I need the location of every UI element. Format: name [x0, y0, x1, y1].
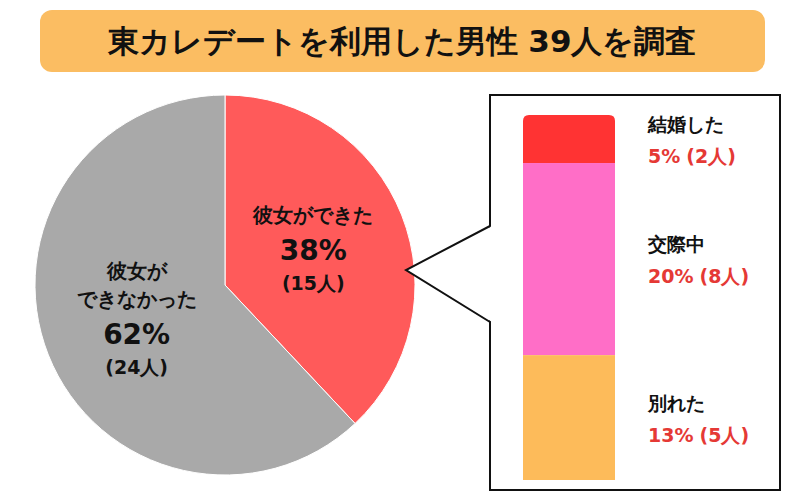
page: {"title": "東カレデートを利用した男性 39人を調査", "chart…: [0, 0, 800, 500]
pie-value-label: 38%: [280, 234, 347, 267]
pie-category-line: 彼女ができた: [252, 203, 373, 227]
pie-label: 彼女ができた 38% (15人): [252, 203, 373, 294]
bar-segment: [523, 115, 615, 163]
bar-count-label: (8人): [699, 265, 749, 287]
bar-segment: [523, 163, 615, 355]
pie-category-line: できなかった: [77, 287, 197, 311]
callout-pointer: [406, 226, 490, 322]
pie-count-label: (15人): [282, 272, 345, 294]
bar-count-label: (5人): [699, 424, 749, 446]
bar-segment: [523, 355, 615, 480]
bar-data-label: 13% (5人): [648, 424, 749, 446]
pie-category: 彼女ができなかった: [77, 259, 197, 311]
pie-value-label: 62%: [103, 318, 170, 351]
pie-slice: [35, 95, 355, 475]
pie-label: 彼女ができなかった 62% (24人): [77, 259, 197, 378]
chart-canvas: 東カレデートを利用した男性 39人を調査彼女ができた 38% (15人) 彼女ができな…: [0, 0, 800, 500]
bar-data-label: 5% (2人): [648, 145, 736, 167]
series-name: 結婚した: [647, 113, 724, 135]
title-box: [40, 10, 765, 72]
pie-category: 彼女ができた: [252, 203, 373, 227]
callout-box: [490, 95, 780, 490]
stacked-bar: [523, 115, 615, 480]
series-name: 交際中: [647, 233, 705, 255]
pie: [35, 95, 415, 475]
callout-pointer-fill: [406, 226, 492, 322]
bar-value-label: 5%: [648, 145, 680, 167]
bar-value-label: 20%: [648, 265, 693, 287]
bar-value-label: 13%: [648, 424, 693, 446]
bar-data-label: 20% (8人): [648, 265, 749, 287]
bar-count-label: (2人): [686, 145, 736, 167]
pie-count-label: (24人): [105, 356, 168, 378]
pie-category-line: 彼女が: [106, 259, 168, 283]
title: 東カレデートを利用した男性 39人を調査: [107, 23, 697, 59]
series-name: 別れた: [647, 392, 705, 414]
